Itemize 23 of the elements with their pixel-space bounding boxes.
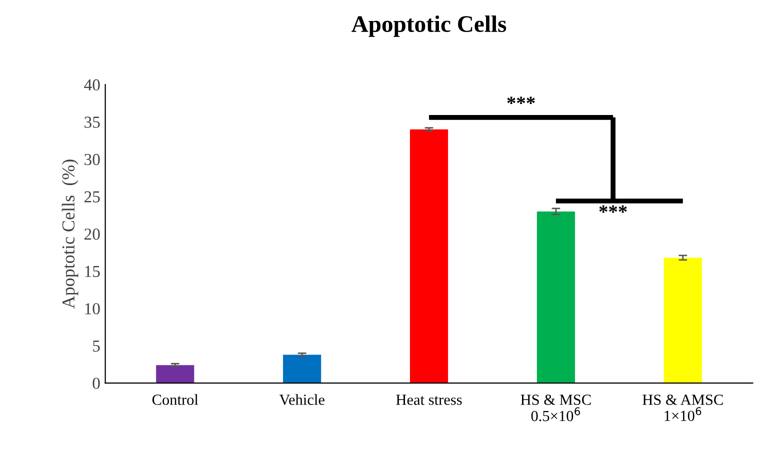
bar	[283, 354, 322, 384]
bar	[664, 258, 702, 384]
x-tick-label: HS & MSC 0.5×10$^{6}$	[520, 394, 591, 422]
y-tick-label: 20	[84, 228, 100, 240]
x-tick-label: Control	[152, 394, 198, 405]
y-tick-label: 30	[84, 154, 100, 166]
bar	[536, 211, 575, 384]
y-tick-label: 15	[85, 266, 100, 278]
y-tick-label: 25	[84, 191, 100, 202]
y-tick-label: 35	[84, 116, 100, 128]
y-axis-title: Apoptotic Cells (%)	[62, 160, 78, 309]
bar	[156, 365, 194, 384]
y-tick-label: 5	[93, 340, 100, 352]
annotation: ***	[507, 96, 535, 104]
x-tick-label: HS & AMSC 1×10$^{6}$	[642, 394, 723, 422]
y-tick-label: 10	[85, 303, 100, 314]
x-tick-label: Heat stress	[396, 394, 462, 405]
chart-title: Apoptotic Cells	[352, 15, 506, 37]
bar	[410, 129, 448, 384]
annotation: ***	[599, 205, 627, 213]
y-tick-label: 0	[92, 378, 100, 389]
x-tick-label: Vehicle	[279, 394, 324, 405]
y-tick-label: 40	[84, 79, 100, 91]
